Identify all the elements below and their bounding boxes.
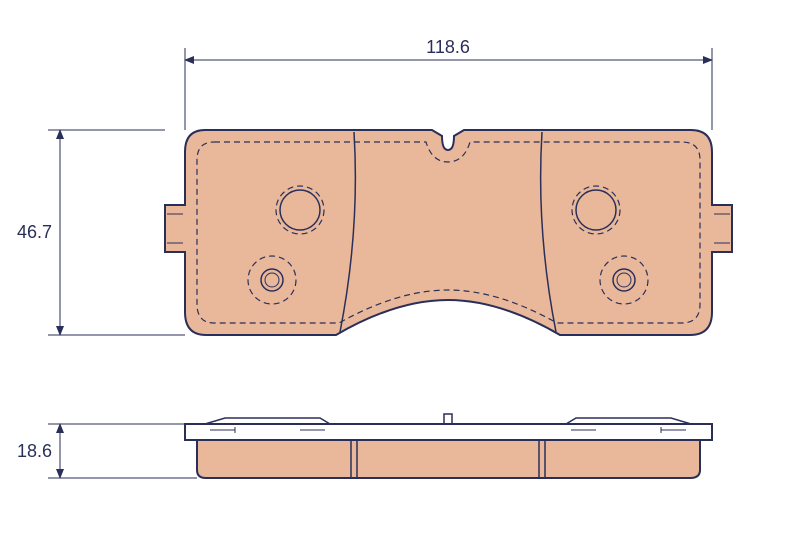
side-backplate [185, 424, 712, 440]
dim-height-label: 46.7 [17, 222, 52, 242]
dimension-height: 46.7 [17, 130, 185, 335]
front-view [165, 130, 732, 335]
front-backing-plate [165, 130, 732, 335]
side-view [185, 414, 712, 478]
side-friction-pad [197, 440, 700, 478]
technical-drawing: 118.6 [0, 0, 800, 533]
dimension-thickness: 18.6 [17, 424, 197, 478]
dimension-width: 118.6 [185, 37, 712, 130]
dim-thickness-label: 18.6 [17, 441, 52, 461]
dim-width-label: 118.6 [426, 37, 470, 57]
